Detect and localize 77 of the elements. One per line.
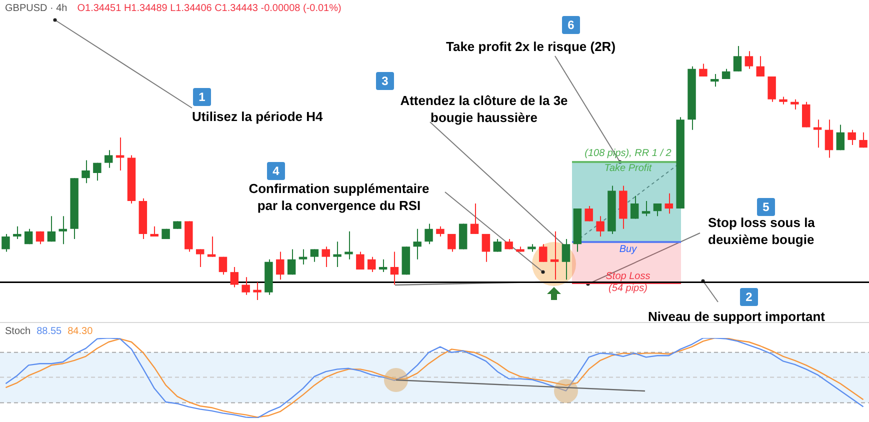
candlestick [322, 246, 330, 268]
annotation: Utilisez la période H4 [192, 108, 323, 125]
annotation: Stop loss sous la deuxième bougie [708, 214, 816, 248]
candlestick [744, 50, 754, 70]
candlestick [378, 258, 388, 273]
series-label: 84.30 [68, 326, 93, 337]
annotation: Buy [618, 244, 638, 255]
candlestick [653, 202, 662, 217]
candlestick [539, 244, 548, 262]
candlestick [596, 216, 604, 237]
candlestick [859, 132, 868, 148]
candlestick [642, 200, 650, 217]
candlestick [802, 101, 810, 128]
candlestick [482, 233, 490, 262]
candlestick [470, 202, 479, 234]
candlestick [390, 251, 399, 286]
candlestick [448, 233, 456, 252]
text: 88.55 [36, 326, 62, 337]
candlestick [710, 73, 719, 88]
candlestick [333, 241, 342, 268]
candlestick [813, 119, 822, 148]
candlestick [848, 129, 856, 146]
text: 6 [562, 16, 580, 34]
annotation: 2 [740, 288, 758, 306]
candlestick [584, 206, 593, 222]
candlestick [287, 248, 296, 276]
annotation: (54 pips) [608, 283, 648, 294]
candlestick [824, 119, 834, 158]
candlestick [836, 124, 845, 151]
annotation: Confirmation supplémentaire par la convergence du RSI [248, 180, 430, 214]
candlestick [733, 46, 742, 72]
annotation: Take profit 2x le risque (2R) [446, 38, 616, 55]
candlestick [93, 162, 102, 182]
annotation: 5 [757, 198, 775, 216]
candlestick [82, 160, 90, 184]
annotation: Stop Loss [604, 271, 652, 282]
annotation: 1 [193, 88, 211, 106]
candlestick [562, 238, 570, 280]
chart-title: Stoch [5, 326, 31, 337]
candlestick [104, 150, 113, 168]
chart-subtitle: O1.34451 H1.34489 L1.34406 C1.34443 -0.00008 (-0.01%) [77, 3, 342, 14]
candlestick [664, 192, 674, 214]
chart-title: GBPUSD · 4h [5, 3, 68, 14]
annotation: 3 [376, 72, 394, 90]
candlestick [790, 98, 799, 110]
candlestick [367, 256, 376, 273]
candlestick [630, 195, 639, 220]
annotation: Attendez la clôture de la 3e bougie haussière [399, 92, 569, 126]
candlestick [344, 230, 353, 260]
candlestick [768, 76, 776, 102]
candlestick [58, 216, 68, 245]
candlestick [699, 63, 708, 77]
candlestick [276, 251, 284, 280]
annotation: Take Profit [603, 163, 653, 174]
candlestick [413, 228, 422, 260]
candlestick [116, 136, 124, 171]
candlestick [47, 216, 56, 242]
candlestick [207, 236, 216, 258]
candlestick [493, 238, 502, 252]
candlestick [436, 226, 444, 237]
candlestick [424, 223, 433, 245]
candlestick [253, 282, 262, 300]
candlestick [218, 256, 228, 276]
candlestick [2, 233, 10, 252]
candlestick [13, 226, 22, 240]
candlestick [356, 251, 364, 270]
candlestick [36, 230, 44, 245]
text: Niveau de support important [648, 308, 825, 325]
candlestick [230, 266, 239, 288]
candlestick [298, 248, 308, 265]
candlestick [196, 248, 204, 268]
candlestick [242, 276, 250, 296]
candlestick [24, 228, 33, 245]
candlestick [310, 248, 319, 262]
annotation: 4 [267, 162, 285, 180]
candlestick [756, 56, 764, 77]
candlestick [550, 230, 559, 280]
